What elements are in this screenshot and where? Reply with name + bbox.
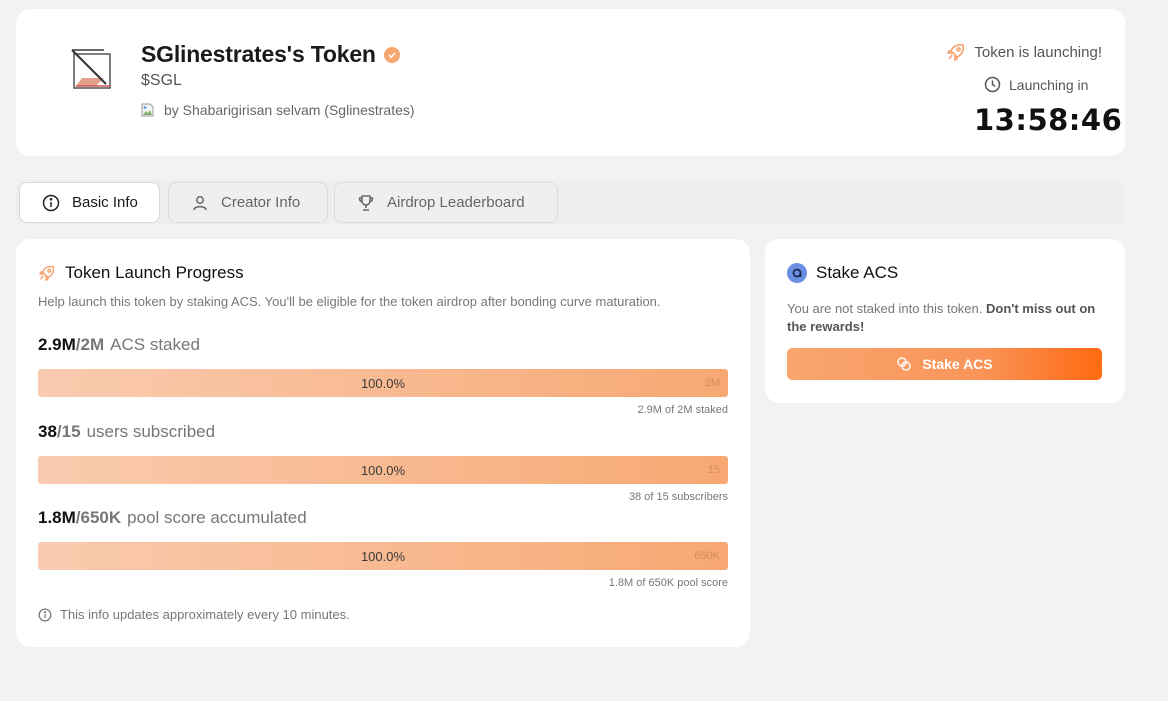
stake-title: Stake ACS [787, 263, 898, 283]
tab-basic-info[interactable]: Basic Info [19, 182, 160, 223]
stake-button-label: Stake ACS [922, 356, 993, 372]
progress-bar-fill [38, 542, 728, 570]
progress-percent: 100.0% [360, 462, 406, 478]
metric-target: /650K [75, 508, 122, 527]
progress-target-label: 2M [704, 377, 720, 389]
creator-avatar-icon [141, 103, 154, 117]
creator-line[interactable]: by Shabarigirisan selvam (Sglinestrates) [141, 102, 415, 118]
rocket-icon [946, 42, 966, 62]
stake-description: You are not staked into this token. Don'… [787, 300, 1107, 336]
metric-unit: ACS staked [110, 335, 200, 354]
stake-desc-emphasis: Don't miss out on the rewards! [787, 301, 1096, 334]
token-symbol: $SGL [141, 72, 182, 89]
stake-acs-card: Stake ACS You are not staked into this t… [765, 239, 1125, 403]
token-title: SGlinestrates's Token [141, 41, 400, 68]
progress-caption: 38 of 15 subscribers [628, 491, 728, 503]
tab-label: Creator Info [221, 194, 301, 211]
token-name-text: SGlinestrates's Token [141, 41, 376, 67]
progress-title-text: Token Launch Progress [65, 263, 244, 282]
progress-bar-fill [38, 369, 728, 397]
footnote-text: This info updates approximately every 10… [60, 607, 350, 622]
tab-creator-info[interactable]: Creator Info [168, 182, 328, 223]
trophy-icon [357, 194, 375, 212]
token-logo [64, 46, 116, 104]
launch-status: Token is launching! [946, 42, 1102, 62]
progress-target-label: 650K [694, 550, 720, 562]
metric-pool-score: 1.8M/650K pool score accumulated [38, 508, 307, 528]
metric-users-subscribed: 38/15 users subscribed [38, 422, 215, 442]
stake-desc-text: You are not staked into this token. [787, 301, 986, 316]
launching-in: Launching in [984, 76, 1088, 93]
metric-current: 2.9M [38, 335, 76, 354]
stake-title-text: Stake ACS [816, 263, 899, 282]
metric-target: /2M [75, 335, 105, 354]
metric-unit: users subscribed [86, 422, 216, 441]
metric-current: 38 [38, 422, 57, 441]
progress-target-label: 15 [707, 464, 720, 476]
tab-label: Airdrop Leaderboard [387, 194, 525, 211]
metric-current: 1.8M [38, 508, 76, 527]
progress-title: Token Launch Progress [38, 263, 244, 283]
countdown-timer: 13:58:46 [974, 103, 1123, 137]
progress-percent: 100.0% [360, 548, 406, 564]
creator-name: by Shabarigirisan selvam (Sglinestrates) [164, 102, 415, 118]
progress-bar-fill [38, 456, 728, 484]
stake-acs-button[interactable]: Stake ACS [787, 348, 1102, 380]
update-footnote: This info updates approximately every 10… [38, 607, 350, 622]
clock-icon [984, 76, 1001, 93]
tab-label: Basic Info [72, 194, 138, 211]
metric-target: /15 [56, 422, 81, 441]
progress-bar-acs-staked: 100.0% 2M [38, 369, 728, 397]
progress-bar-pool-score: 100.0% 650K [38, 542, 728, 570]
coins-icon [896, 356, 912, 372]
launching-in-label: Launching in [1009, 76, 1089, 93]
launch-progress-card: Token Launch Progress Help launch this t… [16, 239, 750, 647]
progress-caption: 1.8M of 650K pool score [608, 577, 728, 589]
acs-logo-icon [787, 263, 807, 283]
user-icon [191, 194, 209, 212]
tab-airdrop-leaderboard[interactable]: Airdrop Leaderboard [334, 182, 558, 223]
launch-status-text: Token is launching! [974, 43, 1102, 61]
verified-badge-icon [383, 46, 400, 63]
info-icon [38, 608, 52, 622]
metric-unit: pool score accumulated [127, 508, 307, 527]
progress-description: Help launch this token by staking ACS. Y… [38, 294, 661, 309]
progress-percent: 100.0% [360, 375, 406, 391]
metric-acs-staked: 2.9M/2M ACS staked [38, 335, 200, 355]
info-icon [42, 194, 60, 212]
rocket-icon [38, 264, 56, 282]
progress-caption: 2.9M of 2M staked [637, 404, 729, 416]
token-header-card: SGlinestrates's Token $SGL by Shabarigir… [16, 9, 1125, 156]
progress-bar-users-subscribed: 100.0% 15 [38, 456, 728, 484]
